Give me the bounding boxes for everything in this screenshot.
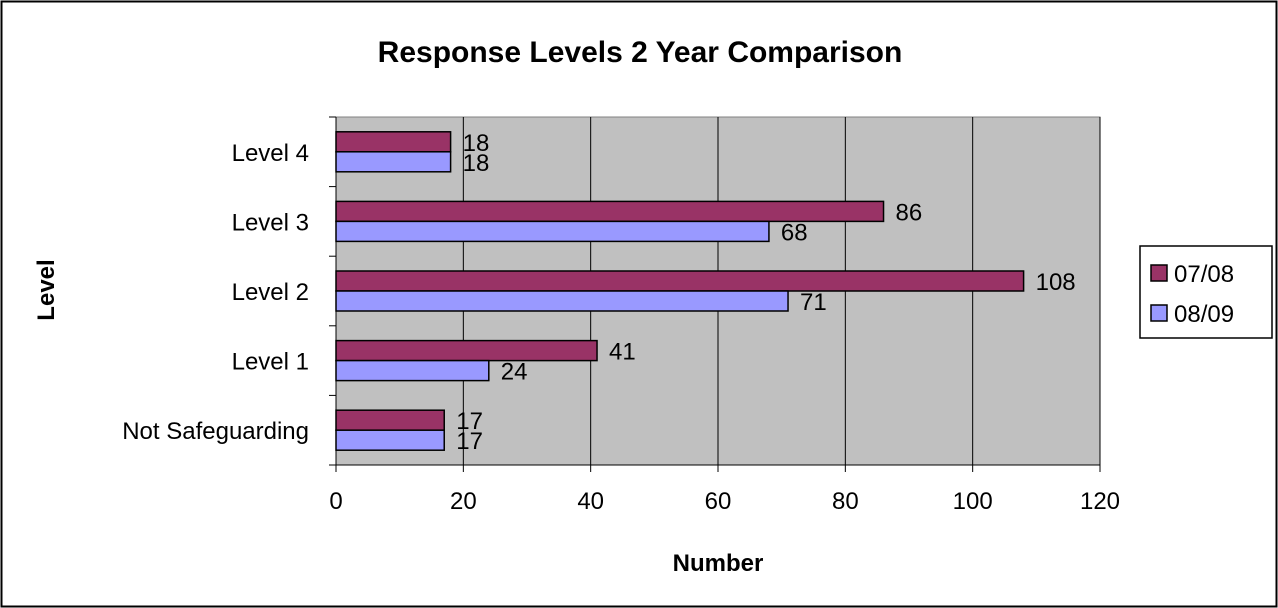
- bar: [335, 290, 789, 312]
- data-label: 41: [609, 339, 636, 366]
- y-tick-label: Level 3: [232, 209, 309, 236]
- data-label: 18: [463, 130, 490, 157]
- legend-label: 07/08: [1174, 261, 1234, 288]
- y-tick-label: Level 1: [232, 349, 309, 376]
- bar: [335, 270, 1025, 292]
- data-label: 17: [456, 428, 483, 455]
- x-tick-label: 0: [329, 488, 342, 515]
- data-label: 71: [800, 289, 827, 316]
- bar: [335, 409, 445, 431]
- data-label: 17: [456, 408, 483, 435]
- y-axis-title: Level: [33, 259, 60, 320]
- bar: [335, 429, 445, 451]
- y-tick-label: Not Safeguarding: [122, 418, 309, 445]
- data-label: 86: [896, 199, 923, 226]
- chart-title: Response Levels 2 Year Comparison: [378, 36, 903, 69]
- bar: [335, 151, 452, 173]
- data-label: 108: [1036, 269, 1076, 296]
- legend-box: [1139, 245, 1273, 339]
- legend-swatch: [1150, 264, 1168, 282]
- bar: [335, 359, 490, 382]
- x-tick-label: 20: [450, 488, 477, 515]
- bar: [335, 200, 885, 223]
- legend-swatch: [1150, 304, 1168, 322]
- y-tick-label: Level 4: [232, 140, 309, 167]
- y-tick-label: Level 2: [232, 279, 309, 306]
- data-label: 68: [781, 219, 808, 246]
- bar: [335, 339, 598, 362]
- bar: [335, 220, 770, 243]
- x-axis-title: Number: [673, 550, 764, 577]
- x-tick-label: 120: [1080, 488, 1120, 515]
- data-label: 24: [501, 359, 528, 386]
- bar: [335, 131, 452, 153]
- x-tick-label: 40: [577, 488, 604, 515]
- x-tick-label: 60: [705, 488, 732, 515]
- legend-label: 08/09: [1174, 301, 1234, 328]
- data-label: 18: [463, 150, 490, 177]
- x-tick-label: 80: [832, 488, 859, 515]
- x-tick-label: 100: [953, 488, 993, 515]
- legend: 07/08 08/09: [1139, 245, 1273, 339]
